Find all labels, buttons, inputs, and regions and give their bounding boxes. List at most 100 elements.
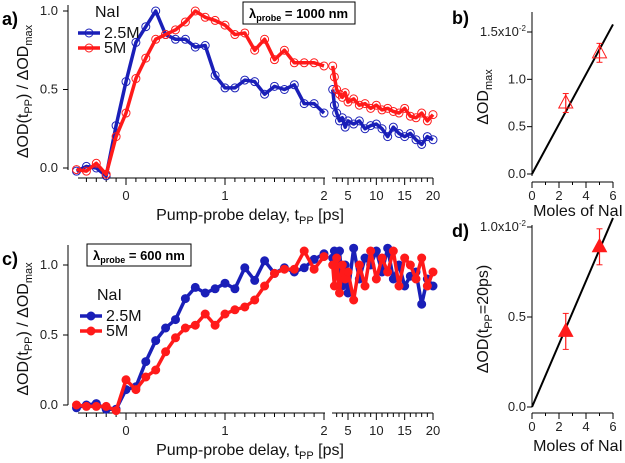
data-point [417,139,427,149]
y-tick-label: 0.0 [508,399,526,414]
y-axis-label: ΔOD(tPP) / ΔODmax [15,24,35,158]
data-point [81,401,91,411]
x-tick-label: 15 [397,188,411,203]
data-point [400,132,410,142]
legend-label: 5M [106,323,128,340]
data-point [250,295,260,305]
data-point [349,119,359,129]
data-point [121,77,131,87]
data-point [151,6,161,16]
data-point [332,85,342,94]
data-point [354,100,364,110]
data-point [250,275,260,285]
data-point [394,108,404,118]
data-point [366,121,376,131]
y-tick-label: 1.0 [40,3,58,18]
data-point-triangle [591,237,608,253]
data-point [319,61,329,71]
data-point [417,108,427,118]
data-point [260,256,270,266]
data-point [121,108,131,118]
panel-label: a) [2,9,18,29]
series-5M [72,246,438,416]
data-point [230,284,240,294]
data-point [328,260,338,270]
data-point [371,119,381,129]
x-tick-label: 0 [528,188,535,203]
data-point [240,263,250,273]
data-point [309,99,319,109]
data-point [411,135,421,145]
data-point [260,34,270,44]
data-point [428,135,438,145]
data-point [388,106,398,116]
data-point [343,116,353,126]
data-point [354,116,364,126]
data-point [422,132,432,142]
data-point [422,281,432,291]
data-point [171,333,180,343]
legend-title: NaI [95,4,120,21]
panel-label: c) [2,249,18,269]
data-point [250,77,260,87]
probe-wavelength-label: λprobe = 1000 nm [249,6,348,23]
data-point [309,58,319,68]
data-point [240,28,250,38]
data-point [111,406,121,416]
y-axis-label: ΔODmax [475,69,495,125]
y-tick-label: 0.5 [40,82,58,97]
y-tick-label: 1.0x10-2 [480,219,527,234]
data-point [270,81,279,91]
x-tick-label: 2 [555,188,562,203]
data-point [332,253,342,263]
data-point [428,110,438,120]
data-point [151,365,161,375]
data-point [220,20,230,30]
data-point [151,34,161,44]
data-point [383,132,393,142]
data-point [343,267,353,277]
data-point [111,132,121,142]
data-point [337,260,347,270]
x-tick-label: 2 [555,419,562,434]
data-point [422,116,432,126]
data-point [220,278,230,288]
data-point [279,264,289,274]
data-point [210,70,220,80]
data-point [319,252,329,262]
data-point [299,58,309,68]
data-point [299,246,309,256]
data-point [91,401,101,411]
data-point [121,375,131,385]
data-point [329,72,339,82]
data-point [260,281,270,291]
legend-marker [84,43,94,53]
legend-title: NaI [97,287,122,304]
data-point [360,124,370,134]
data-point [180,34,190,44]
data-point [151,336,161,346]
data-point [360,99,370,109]
data-point [171,315,180,325]
y-tick-label: 0.5 [40,327,58,342]
data-point [279,45,289,55]
data-point [328,61,338,71]
data-point [210,284,220,294]
data-point [230,30,240,40]
data-point [190,282,200,292]
probe-wavelength-box [86,243,192,267]
data-point [411,274,421,284]
data-point [270,55,279,65]
x-tick-label: 1 [221,188,228,203]
data-point [377,105,387,115]
data-point [141,53,151,63]
data-point [131,37,141,47]
data-point [349,243,359,253]
data-point [220,309,230,319]
data-point [335,288,345,298]
data-point [200,288,210,298]
data-point [335,116,345,126]
y-tick-label: 0.5 [508,309,526,324]
data-point [337,113,347,123]
